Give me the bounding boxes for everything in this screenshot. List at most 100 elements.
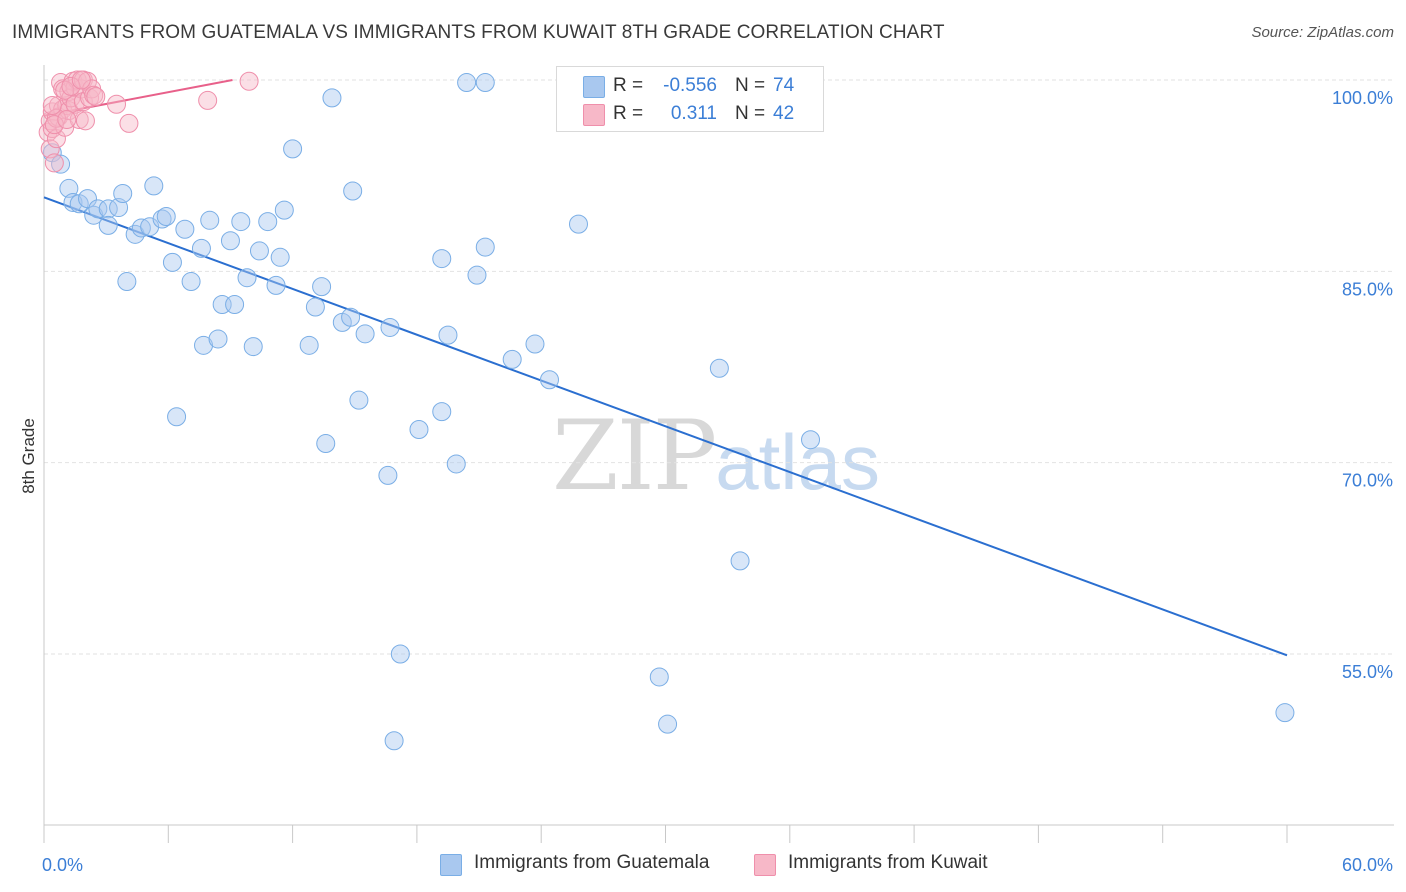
legend-r-value: 0.311 [670,103,717,124]
guatemala-point [390,644,410,664]
guatemala-point [88,199,108,219]
guatemala-point [63,192,83,212]
guatemala-point [266,275,286,295]
guatemala-point [1275,703,1295,723]
guatemala-point [131,218,151,238]
trend-lines [43,79,1288,657]
guatemala-point [457,73,477,93]
guatemala-point [175,219,195,239]
guatemala-point [384,731,404,751]
guatemala-point [432,249,452,269]
guatemala-trend-line [43,196,1288,657]
chart-title: IMMIGRANTS FROM GUATEMALA VS IMMIGRANTS … [12,22,945,43]
guatemala-point [341,307,361,327]
kuwait-point [107,94,127,114]
legend-n-label: N = [735,75,766,96]
guatemala-point [181,272,201,292]
guatemala-point [316,434,336,454]
source-label: Source: ZipAtlas.com [1251,24,1394,41]
legend-r-label: R = [613,75,644,96]
guatemala-point [243,337,263,357]
kuwait-point [239,71,259,91]
watermark: ZIPatlas [552,400,880,512]
y-axis-label: 8th Grade [19,418,38,494]
guatemala-point [156,206,176,226]
legend-n-value: 74 [773,75,795,96]
legend-row-kuwait: R = 0.311 N = 42 [557,101,823,127]
scatter-points [38,70,1295,751]
y-tick-label: 55.0% [1342,662,1393,682]
guatemala-point [98,215,118,235]
guatemala-point [191,238,211,258]
guatemala-point [709,358,729,378]
guatemala-point [231,212,251,232]
legend-label-kuwait: Immigrants from Kuwait [788,852,988,873]
guatemala-point [237,268,257,288]
guatemala-point [475,73,495,93]
guatemala-point [502,349,522,369]
kuwait-point [198,90,218,110]
y-tick-label: 70.0% [1342,471,1393,491]
guatemala-point [220,231,240,251]
guatemala-point [274,200,294,220]
x-tick-label: 0.0% [42,855,83,875]
guatemala-point [283,139,303,159]
guatemala-point [258,212,278,232]
kuwait-point [61,76,81,96]
stats-legend: R = -0.556 N = 74 R = 0.311 N = 42 [556,66,824,132]
guatemala-point [113,184,133,204]
guatemala-point [409,420,429,440]
kuwait-point [55,80,75,100]
guatemala-point [355,324,375,344]
guatemala-point [446,454,466,474]
guatemala-point [475,237,495,257]
kuwait-point [57,110,77,130]
kuwait-point [40,139,60,159]
guatemala-point [432,402,452,422]
guatemala-point [438,325,458,345]
y-tick-label: 85.0% [1342,279,1393,299]
guatemala-point [539,370,559,390]
guatemala-point [225,294,245,314]
legend-label-guatemala: Immigrants from Guatemala [474,852,710,873]
kuwait-point [71,70,91,90]
legend-r-label: R = [613,103,644,124]
legend-swatch-kuwait [583,104,605,126]
guatemala-point [208,329,228,349]
watermark-atlas: atlas [715,418,880,506]
guatemala-point [167,407,187,427]
guatemala-point [51,154,71,174]
guatemala-point [649,667,669,687]
guatemala-point [59,178,79,198]
kuwait-point [44,115,64,135]
guatemala-point [144,176,164,196]
axes [43,65,1394,843]
guatemala-point [78,189,98,209]
guatemala-point [525,334,545,354]
legend-swatch-kuwait [754,854,776,876]
legend-swatch-guatemala [440,854,462,876]
y-tick-label: 100.0% [1332,88,1393,108]
kuwait-point [86,87,106,107]
tick-labels: 100.0% 85.0% 70.0% 55.0% 0.0% 60.0% [42,88,1393,875]
series-legend: Immigrants from Guatemala Immigrants fro… [0,852,1406,878]
guatemala-point [117,272,137,292]
watermark-zip: ZIP [552,400,717,512]
guatemala-point [343,181,363,201]
legend-n-label: N = [735,103,766,124]
kuwait-point [42,96,62,116]
kuwait-point [119,113,139,133]
guatemala-point [305,297,325,317]
x-tick-label: 60.0% [1342,855,1393,875]
guatemala-point [312,277,332,297]
guatemala-point [249,241,269,261]
guatemala-point [162,252,182,272]
guatemala-point [380,317,400,337]
guatemala-point [658,714,678,734]
legend-swatch-guatemala [583,76,605,98]
kuwait-point [75,111,95,131]
guatemala-point [200,210,220,230]
legend-n-value: 42 [773,103,795,124]
guatemala-point [109,198,129,218]
